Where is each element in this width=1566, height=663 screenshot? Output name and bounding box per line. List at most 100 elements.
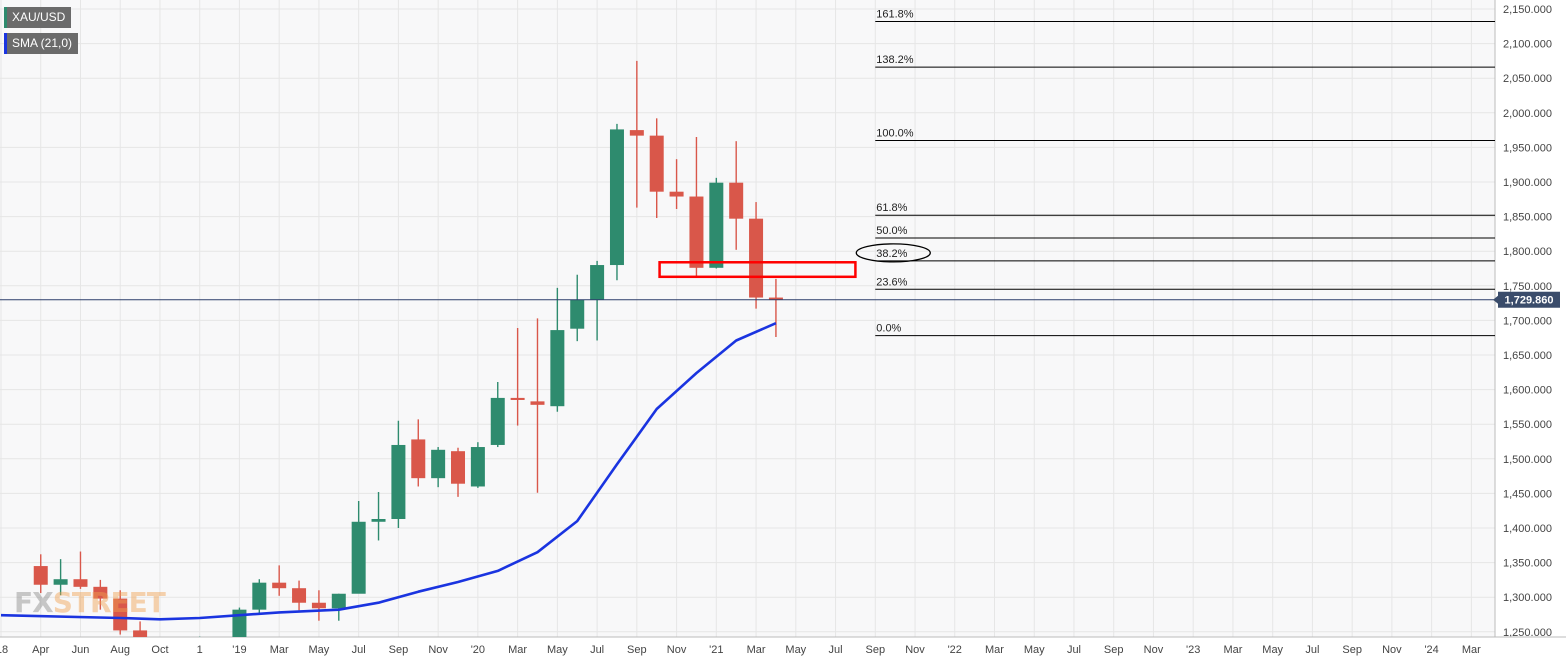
candle-body (33, 566, 48, 585)
x-tick-label: Mar (985, 644, 1004, 656)
x-tick-label: '18 (0, 644, 8, 656)
x-tick-label: Nov (905, 644, 925, 656)
x-tick-label: May (785, 644, 806, 656)
x-tick-label: May (547, 644, 568, 656)
candle-body (749, 218, 764, 298)
x-tick-label: Nov (667, 644, 687, 656)
candle-body (292, 588, 307, 603)
fib-level-label: 100.0% (876, 127, 914, 139)
candle-body (113, 598, 128, 631)
y-tick-label: 1,300.000 (1503, 592, 1552, 604)
candle-body (133, 630, 148, 637)
candle-body (73, 579, 88, 587)
x-tick-label: '19 (232, 644, 246, 656)
candle-body (629, 130, 644, 136)
x-tick-label: Jul (1305, 644, 1319, 656)
x-tick-label: Nov (1144, 644, 1164, 656)
x-tick-label: Nov (1382, 644, 1402, 656)
candle-body (411, 439, 426, 479)
x-tick-label: Aug (110, 644, 130, 656)
candle-body (709, 182, 724, 268)
plot-background (0, 0, 1495, 637)
last-price-badge (1498, 291, 1560, 308)
last-price-label: 1,729.860 (1505, 295, 1554, 307)
x-tick-label: Jul (829, 644, 843, 656)
sma-swatch (4, 33, 7, 54)
y-tick-label: 1,900.000 (1503, 177, 1552, 189)
candle-body (550, 330, 565, 407)
last-price-badge-arrow (1493, 295, 1498, 304)
sma-legend[interactable]: SMA (21,0) (4, 33, 79, 54)
sma-line (0, 322, 777, 621)
y-tick-label: 1,750.000 (1503, 281, 1552, 293)
x-tick-label: Jun (72, 644, 90, 656)
x-tick-label: '20 (471, 644, 485, 656)
x-tick-label: '23 (1186, 644, 1200, 656)
y-tick-label: 1,950.000 (1503, 142, 1552, 154)
symbol-swatch (4, 7, 7, 28)
sma-label: SMA (21,0) (12, 36, 73, 50)
candle-body (351, 521, 366, 594)
candle-body (510, 397, 525, 400)
y-tick-label: 1,700.000 (1503, 315, 1552, 327)
x-tick-label: '24 (1424, 644, 1438, 656)
candle-body (391, 444, 406, 520)
x-tick-label: Oct (151, 644, 168, 656)
y-tick-label: 1,850.000 (1503, 212, 1552, 224)
x-tick-label: '21 (709, 644, 723, 656)
x-tick-label: May (1024, 644, 1045, 656)
candle-body (689, 196, 704, 268)
x-tick-label: Sep (1104, 644, 1124, 656)
candle-body (729, 182, 744, 219)
y-tick-label: 1,600.000 (1503, 385, 1552, 397)
x-tick-label: Mar (270, 644, 289, 656)
candle-body (530, 401, 545, 405)
x-tick-label: Apr (32, 644, 49, 656)
x-tick-label: Sep (1342, 644, 1362, 656)
x-tick-label: Mar (747, 644, 766, 656)
x-tick-label: May (1262, 644, 1283, 656)
y-tick-label: 1,400.000 (1503, 523, 1552, 535)
y-tick-label: 2,050.000 (1503, 73, 1552, 85)
candle-body (490, 397, 505, 445)
fib-level-label: 0.0% (876, 323, 901, 335)
candle-body (252, 582, 267, 610)
candle-body (570, 299, 585, 329)
y-tick-label: 2,000.000 (1503, 108, 1552, 120)
y-tick-label: 1,450.000 (1503, 488, 1552, 500)
symbol-label: XAU/USD (12, 10, 66, 24)
candle-body (768, 297, 783, 300)
fib-level-label: 38.2% (876, 248, 907, 260)
candle-body (311, 602, 326, 609)
x-tick-label: Mar (1223, 644, 1242, 656)
x-tick-label: Jul (1067, 644, 1081, 656)
candle-body (93, 586, 108, 599)
y-tick-label: 1,500.000 (1503, 454, 1552, 466)
y-tick-label: 1,550.000 (1503, 419, 1552, 431)
candle-body (609, 129, 624, 266)
x-tick-label: 1 (197, 644, 203, 656)
x-tick-label: Nov (428, 644, 448, 656)
candle-body (331, 593, 346, 609)
x-tick-label: Mar (508, 644, 527, 656)
candle-body (53, 579, 68, 585)
fib-level-label: 50.0% (876, 225, 907, 237)
y-tick-label: 2,150.000 (1503, 4, 1552, 16)
candle-body (470, 447, 485, 487)
symbol-legend[interactable]: XAU/USD (4, 7, 72, 28)
x-tick-label: Jul (590, 644, 604, 656)
y-tick-label: 2,100.000 (1503, 39, 1552, 51)
fib-level-label: 23.6% (876, 276, 907, 288)
y-tick-label: 1,350.000 (1503, 558, 1552, 570)
candle-body (431, 449, 446, 479)
fib-level-label: 138.2% (876, 54, 914, 66)
x-tick-label: May (309, 644, 330, 656)
fib-circle-annotation (855, 243, 931, 263)
x-tick-label: Sep (865, 644, 885, 656)
candle-body (371, 519, 386, 522)
fib-level-label: 61.8% (876, 202, 907, 214)
candle-body (451, 451, 466, 484)
y-tick-label: 1,250.000 (1503, 627, 1552, 639)
